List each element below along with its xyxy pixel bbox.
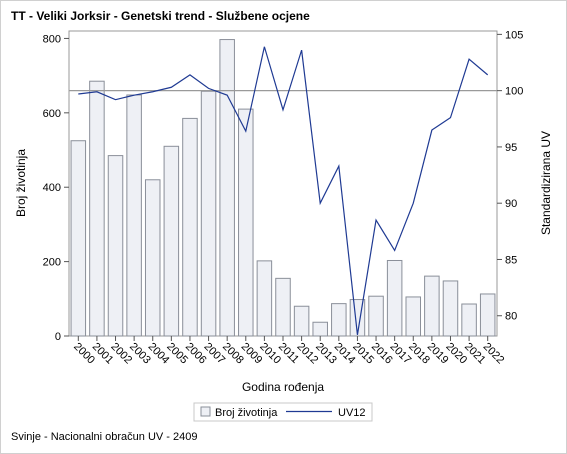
y-right-tick-label: 80 [505, 311, 517, 323]
y-left-tick-label: 600 [43, 108, 61, 120]
y-right-tick-label: 105 [505, 29, 523, 41]
y-right-tick-label: 85 [505, 254, 517, 266]
bar [126, 94, 142, 337]
y-left-tick-label: 800 [43, 33, 61, 45]
bar [256, 260, 273, 337]
bar [275, 277, 291, 337]
y-left-tick-label: 0 [55, 331, 61, 343]
bar [368, 295, 384, 337]
chart-title: TT - Veliki Jorksir - Genetski trend - S… [11, 9, 310, 23]
bar [144, 179, 161, 337]
bar [163, 145, 180, 337]
bar [442, 280, 459, 337]
legend: Broj životinja UV12 [193, 402, 373, 422]
bar [200, 90, 217, 337]
bar [405, 296, 422, 337]
bar [89, 80, 105, 337]
legend-label-line: UV12 [338, 407, 366, 419]
bar [107, 155, 124, 337]
footnote: Svinje - Nacionalni obračun UV - 2409 [11, 431, 198, 443]
y-right-tick-label: 90 [505, 198, 517, 210]
bar [424, 275, 440, 337]
bar [293, 305, 310, 337]
bar [312, 321, 328, 337]
legend-swatch-bar [200, 406, 211, 417]
bar [182, 117, 198, 337]
legend-box [193, 402, 373, 422]
y-right-tick-label: 100 [505, 86, 523, 98]
bar [219, 39, 235, 337]
bar [238, 108, 254, 337]
bar [386, 259, 403, 337]
y-left-tick-label: 200 [43, 257, 61, 269]
bar [461, 303, 477, 337]
y-left-tick-label: 400 [43, 182, 61, 194]
y-axis-right-label: Standardizirana UV [539, 131, 553, 235]
y-right-tick-label: 95 [505, 142, 517, 154]
uv12-line [78, 46, 489, 335]
x-axis-label: Godina rođenja [242, 380, 324, 394]
bar [479, 293, 496, 337]
bar [331, 303, 347, 337]
y-axis-left-label: Broj životinja [14, 149, 28, 217]
legend-label-bar: Broj životinja [215, 407, 278, 419]
bar [70, 140, 87, 337]
